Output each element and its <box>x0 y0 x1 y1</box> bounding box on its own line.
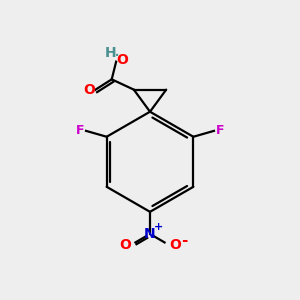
Text: O: O <box>83 82 95 97</box>
Text: F: F <box>216 124 224 137</box>
Text: +: + <box>154 222 163 233</box>
Text: O: O <box>119 238 131 252</box>
Text: F: F <box>76 124 84 137</box>
Text: -: - <box>181 233 188 248</box>
Text: O: O <box>169 238 181 252</box>
Text: O: O <box>117 53 129 67</box>
Text: ·: · <box>114 47 120 66</box>
Text: N: N <box>144 227 156 241</box>
Text: H: H <box>105 46 117 60</box>
